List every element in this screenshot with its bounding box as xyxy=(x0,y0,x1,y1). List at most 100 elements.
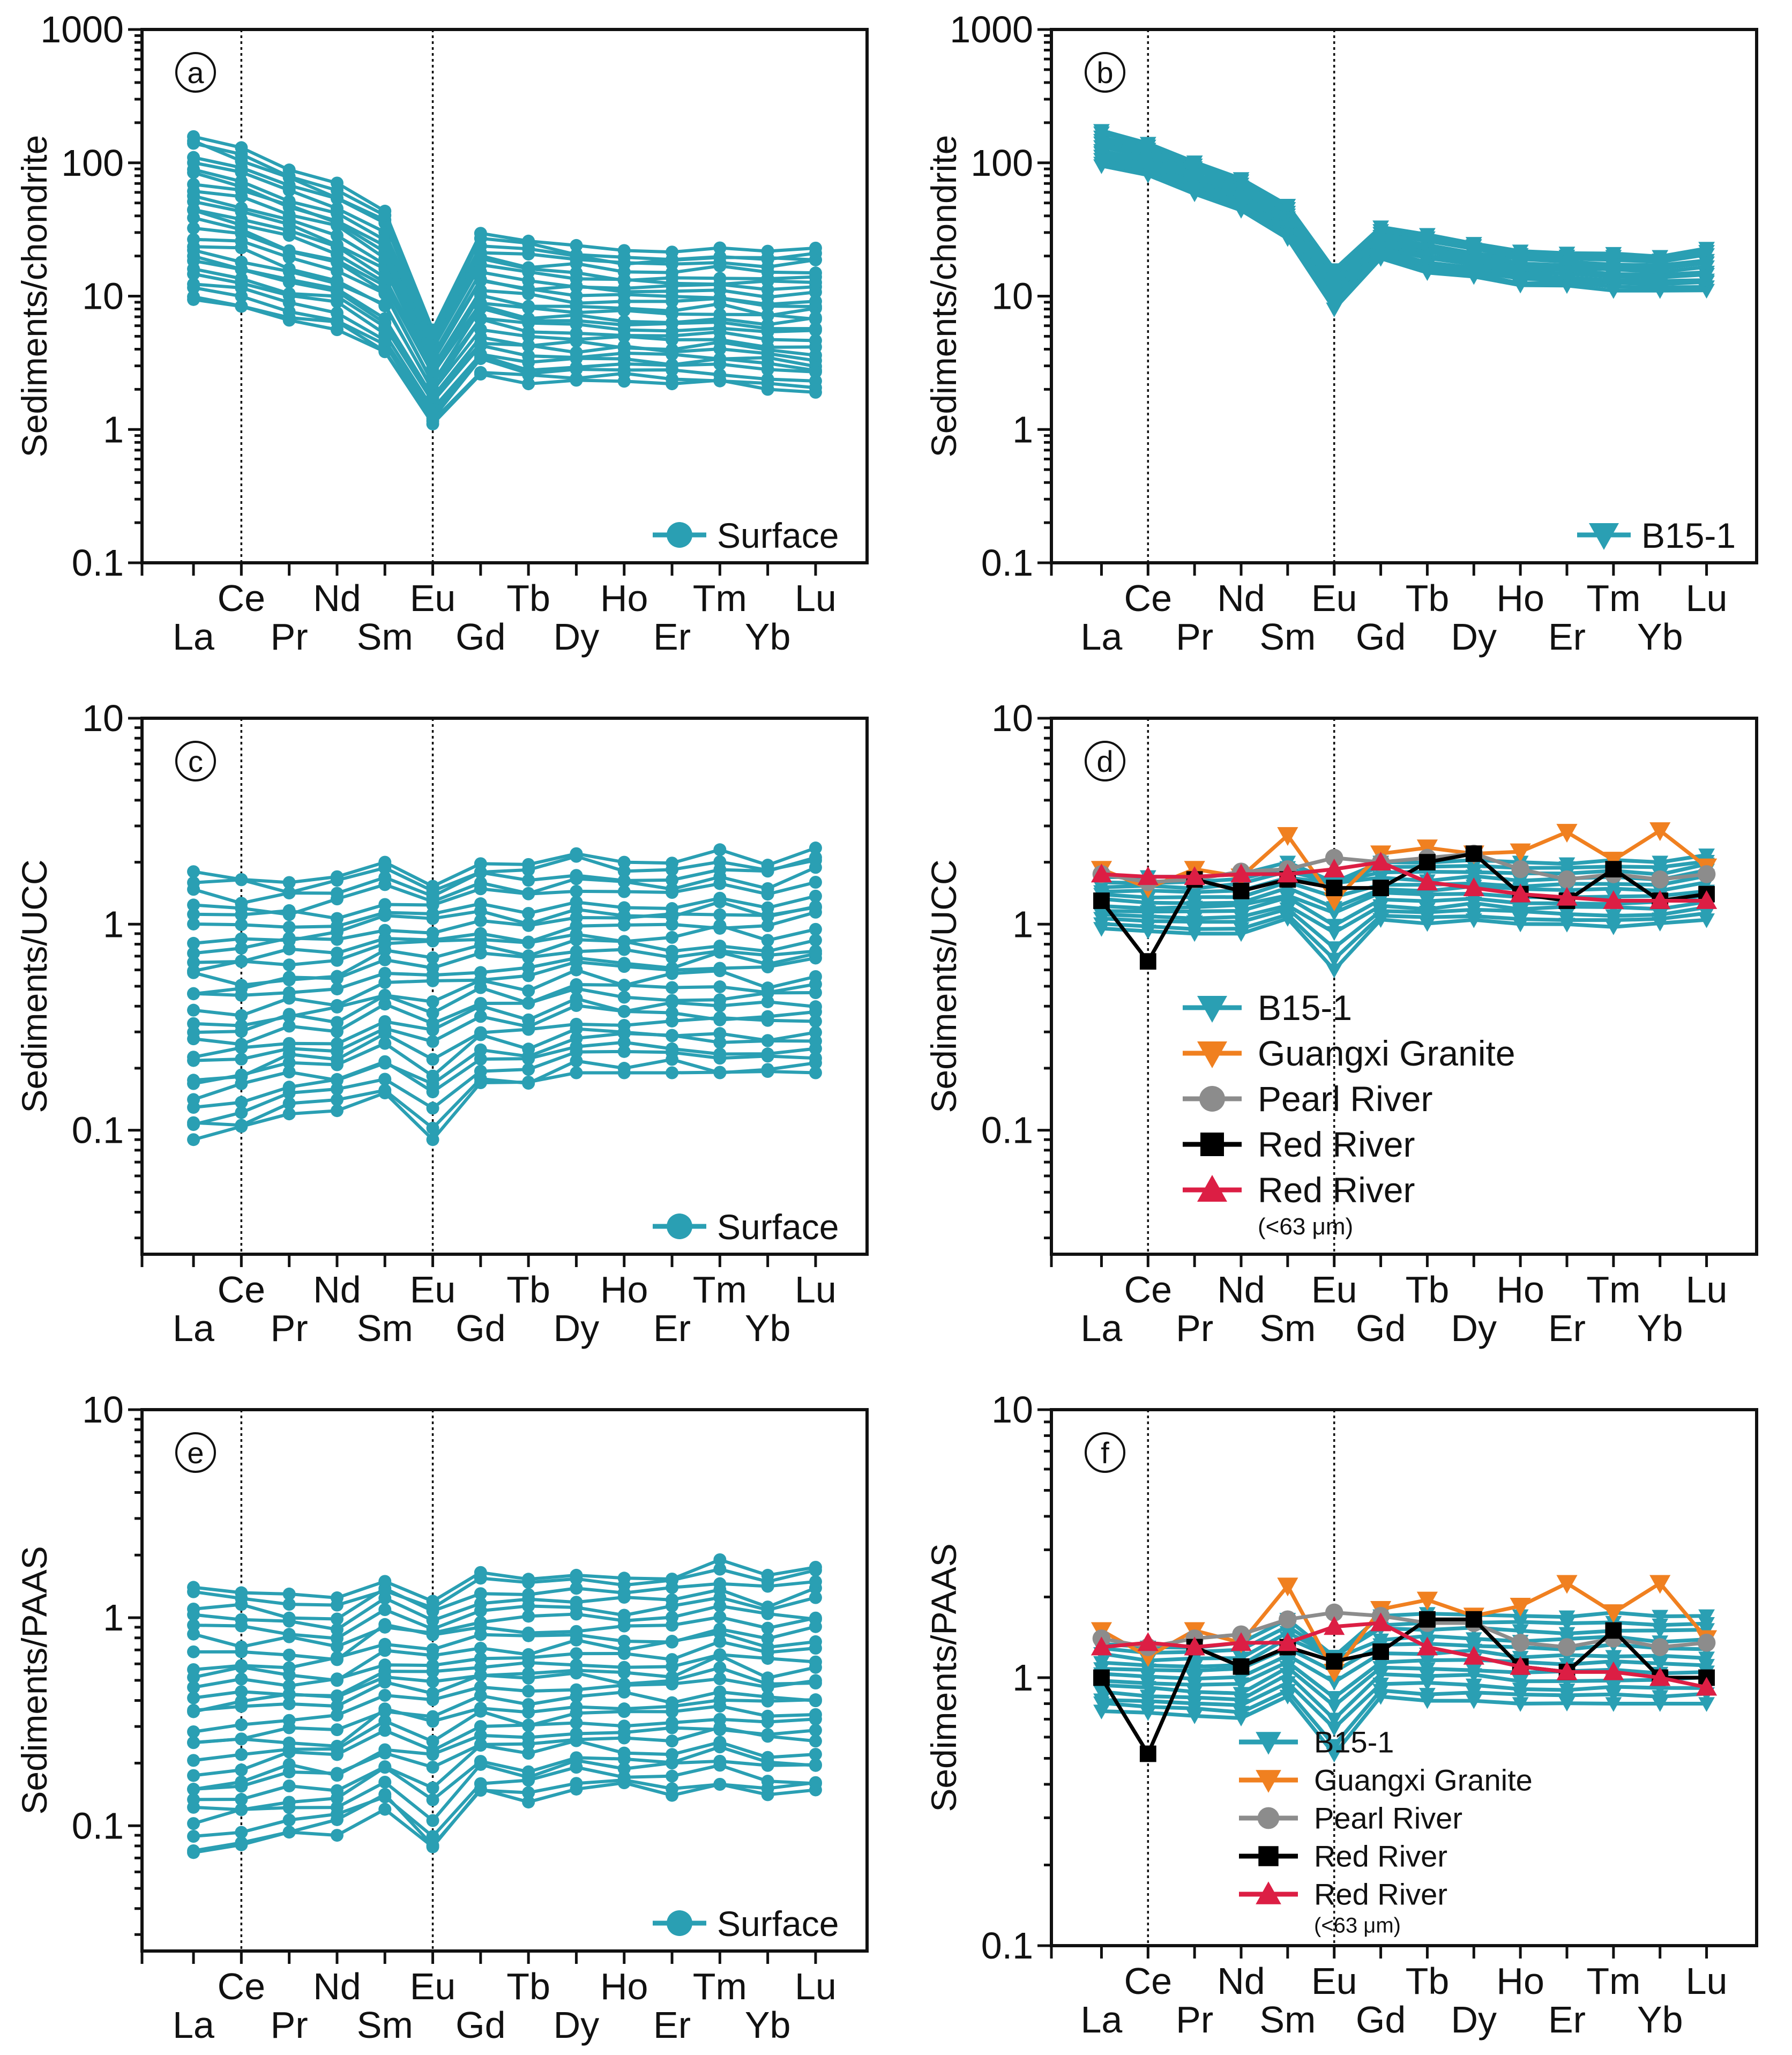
sample-point xyxy=(187,1093,200,1106)
x-tick-label-upper: Ho xyxy=(600,577,648,619)
sample-point xyxy=(666,358,679,371)
sample-point xyxy=(378,1584,392,1597)
x-tick-label-lower: Gd xyxy=(1356,1999,1406,2041)
sample-point xyxy=(187,1681,200,1694)
sample-point xyxy=(1093,1656,1110,1671)
sample-point xyxy=(761,1632,774,1646)
sample-point xyxy=(330,887,344,900)
panel-letter: e xyxy=(175,1432,216,1473)
sample-point xyxy=(809,1612,822,1626)
sample-point xyxy=(809,944,822,958)
sample-point xyxy=(570,1032,583,1045)
series-point xyxy=(1603,1604,1624,1624)
sample-point xyxy=(1326,1699,1343,1714)
sample-point xyxy=(617,1719,631,1733)
sample-point xyxy=(282,1826,296,1839)
x-tick-label-upper: Ce xyxy=(218,577,265,619)
sample-point xyxy=(617,855,631,869)
series-point xyxy=(1324,892,1345,912)
sample-point xyxy=(666,1670,679,1684)
sample-point xyxy=(378,1575,392,1588)
series-pearl-river xyxy=(1092,1603,1716,1656)
sample-point xyxy=(235,897,248,910)
sample-point xyxy=(522,261,535,274)
sample-point xyxy=(474,996,487,1010)
panel-letter-circle xyxy=(1085,1432,1125,1473)
sample-line-path xyxy=(1101,131,1707,274)
x-tick-label-lower: Sm xyxy=(357,1307,413,1349)
series-point xyxy=(1326,880,1343,897)
sample-point xyxy=(522,1043,535,1056)
x-tick-label-lower: Yb xyxy=(745,616,791,658)
sample-point xyxy=(1512,1609,1529,1625)
sample-point xyxy=(282,1679,296,1693)
sample-point xyxy=(235,1009,248,1022)
sample-line-path xyxy=(1101,1672,1707,1721)
y-tick-label: 10 xyxy=(82,697,124,739)
sample-point xyxy=(713,352,727,366)
sample-point xyxy=(235,175,248,188)
sample-point xyxy=(713,308,727,321)
sample-line-path xyxy=(193,1677,816,1733)
x-tick-label-lower: Er xyxy=(653,1307,691,1349)
legend-swatch-marker xyxy=(667,522,692,548)
sample-line-path xyxy=(1101,1642,1707,1674)
sample-point xyxy=(713,1685,727,1699)
sample-line-path xyxy=(1101,145,1707,287)
sample-point xyxy=(474,1738,487,1751)
y-axis: 0.1 1 10 100 1000 xyxy=(40,9,142,584)
sample-point xyxy=(617,935,631,948)
sample-point xyxy=(330,1708,344,1722)
sample-line-path xyxy=(193,168,816,347)
sample-point xyxy=(809,900,822,913)
sample-point xyxy=(570,1727,583,1740)
sample-point xyxy=(809,1655,822,1669)
sample-point xyxy=(474,1597,487,1610)
x-tick-label-upper: Tm xyxy=(693,577,747,619)
x-tick-label-upper: Nd xyxy=(313,577,361,619)
sample-point xyxy=(713,891,727,905)
sample-point xyxy=(570,945,583,958)
sample-point xyxy=(761,1728,774,1741)
sample-point xyxy=(235,1119,248,1132)
x-tick-label-lower: Er xyxy=(653,616,691,658)
sample-point xyxy=(235,873,248,886)
y-tick-label: 0.1 xyxy=(981,1925,1033,1967)
x-tick-label-lower: Dy xyxy=(1451,1307,1497,1349)
sample-point xyxy=(330,1674,344,1687)
sample-point xyxy=(426,1839,439,1852)
series-point xyxy=(1510,1656,1531,1675)
sample-point xyxy=(1326,263,1343,278)
panel-letter-text: f xyxy=(1101,1436,1109,1470)
sample-point xyxy=(426,951,439,964)
sample-line-path xyxy=(1101,1680,1707,1730)
sample-point xyxy=(1139,1689,1156,1704)
sample-point xyxy=(330,1074,344,1087)
sample-point xyxy=(330,1829,344,1842)
x-tick-label-upper: Ce xyxy=(218,1965,265,2007)
x-tick-label-upper: Lu xyxy=(1686,1960,1728,2002)
x-tick-label-lower: Dy xyxy=(554,2004,600,2046)
series-point xyxy=(1279,1610,1297,1629)
sample-point xyxy=(1558,1610,1576,1626)
sample-point xyxy=(1698,848,1715,863)
sample-point xyxy=(522,349,535,363)
series-point xyxy=(1326,1653,1343,1670)
sample-point xyxy=(570,248,583,262)
sample-point xyxy=(761,1034,774,1047)
sample-point xyxy=(666,1769,679,1783)
series-point xyxy=(1370,852,1392,871)
series-point xyxy=(1184,866,1205,885)
legend-label: Red River xyxy=(1258,1170,1415,1210)
sample-point xyxy=(187,1619,200,1632)
sample-point xyxy=(617,885,631,898)
sample-line-path xyxy=(193,1739,816,1801)
sample-point xyxy=(1605,1697,1622,1712)
legend-label: Surface xyxy=(717,516,839,555)
sample-point xyxy=(426,1814,439,1827)
sample-point xyxy=(617,1635,631,1648)
sample-point xyxy=(282,163,296,177)
